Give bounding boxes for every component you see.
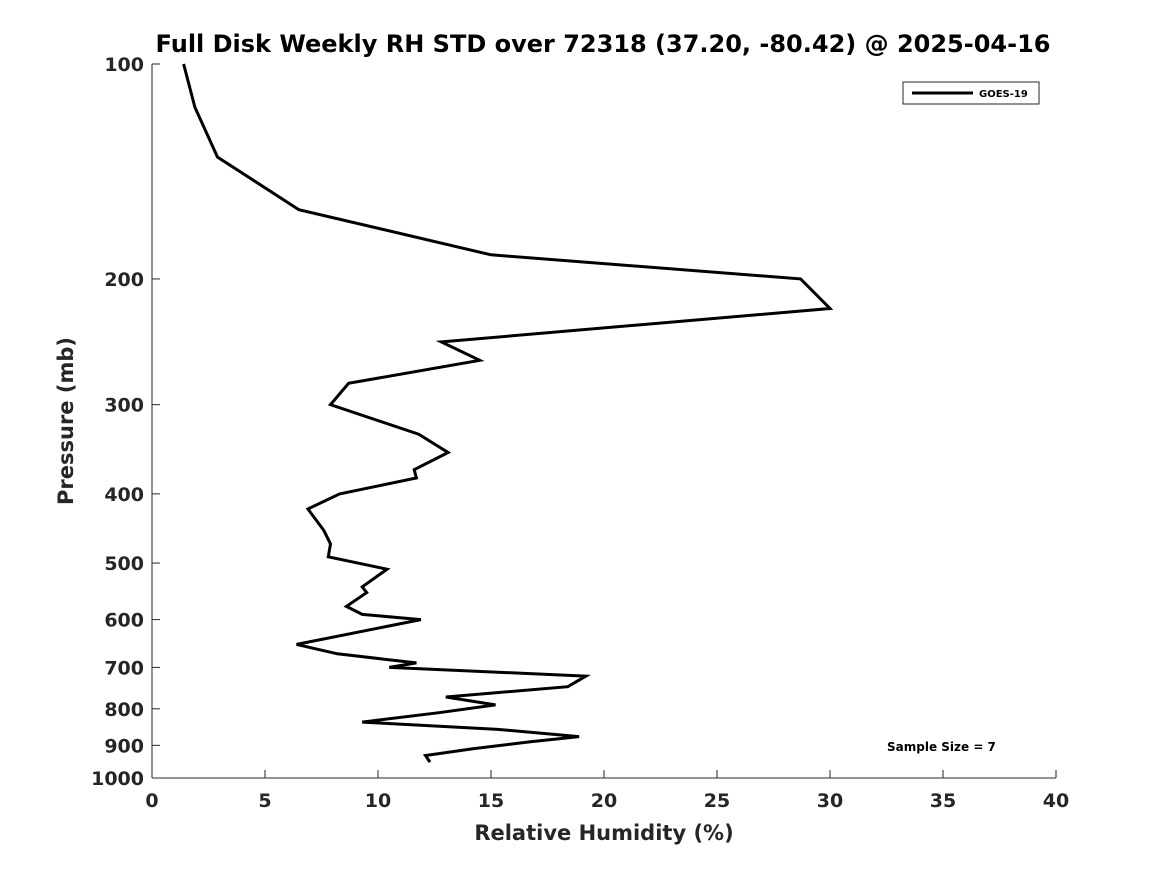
x-axis: 0 5 10 15 20 25 30 35 40	[145, 770, 1069, 812]
x-tick-label: 30	[817, 790, 843, 812]
y-tick-label: 700	[104, 657, 144, 679]
y-tick-label: 900	[104, 735, 144, 757]
x-tick-label: 20	[591, 790, 617, 812]
y-tick-label: 400	[104, 484, 144, 506]
x-tick-label: 25	[704, 790, 730, 812]
legend: GOES-19	[902, 81, 1040, 105]
x-tick-label: 15	[478, 790, 504, 812]
series-line-goes-19	[182, 63, 834, 763]
chart-title: Full Disk Weekly RH STD over 72318 (37.2…	[156, 30, 1051, 58]
y-tick-label: 200	[104, 269, 144, 291]
plot-area	[151, 63, 1056, 779]
x-tick-label: 5	[258, 790, 271, 812]
x-tick-label: 35	[930, 790, 956, 812]
y-tick-label: 600	[104, 610, 144, 632]
y-tick-label: 800	[104, 699, 144, 721]
x-tick-label: 0	[145, 790, 158, 812]
y-axis: 100 200 300 400 500 600 700 800 900 1000	[91, 54, 160, 790]
y-tick-label: 1000	[91, 768, 144, 790]
y-axis-label: Pressure (mb)	[54, 337, 78, 505]
y-tick-label: 100	[104, 54, 144, 76]
y-tick-label: 300	[104, 395, 144, 417]
x-tick-label: 10	[365, 790, 391, 812]
x-axis-label: Relative Humidity (%)	[474, 821, 733, 845]
legend-label-goes-19: GOES-19	[979, 89, 1028, 100]
sample-size-annotation: Sample Size = 7	[887, 740, 996, 754]
y-tick-label: 500	[104, 553, 144, 575]
x-tick-label: 40	[1043, 790, 1069, 812]
